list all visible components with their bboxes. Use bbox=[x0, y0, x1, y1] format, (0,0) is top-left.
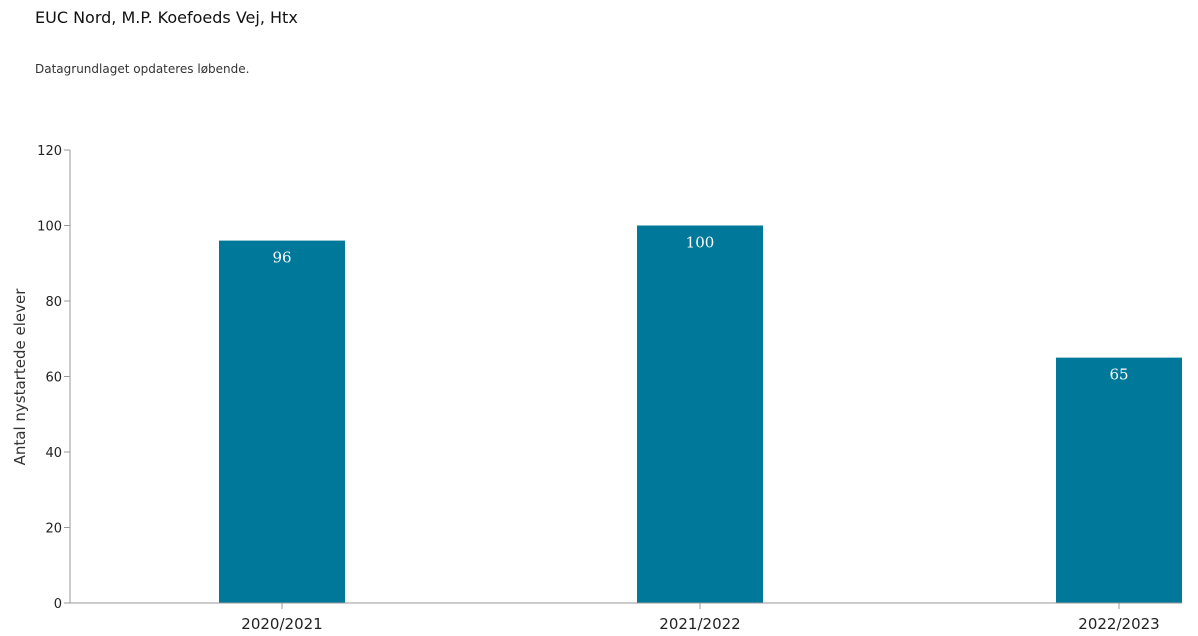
bar-data-label: 96 bbox=[272, 249, 291, 267]
x-tick-label: 2021/2022 bbox=[659, 615, 740, 633]
x-tick-label: 2022/2023 bbox=[1078, 615, 1159, 633]
x-axis: 2020/2021 2021/2022 2022/2023 bbox=[70, 602, 1182, 633]
y-tick-label: 40 bbox=[45, 446, 62, 461]
y-tick-label: 120 bbox=[37, 144, 62, 159]
bars-group: 96 100 65 bbox=[219, 225, 1182, 604]
bar[interactable] bbox=[219, 240, 345, 603]
chart-title: EUC Nord, M.P. Koefoeds Vej, Htx bbox=[35, 8, 298, 27]
y-tick-label: 60 bbox=[45, 371, 62, 386]
y-axis-title: Antal nystartede elever bbox=[11, 288, 29, 466]
y-tick-label: 20 bbox=[45, 522, 62, 537]
bar[interactable] bbox=[1056, 357, 1182, 603]
x-tick-label: 2020/2021 bbox=[241, 615, 322, 633]
y-tick-label: 0 bbox=[54, 597, 62, 612]
chart-subtitle: Datagrundlaget opdateres løbende. bbox=[35, 62, 250, 76]
y-tick-label: 100 bbox=[37, 220, 62, 235]
y-tick-label: 80 bbox=[45, 295, 62, 310]
bar-data-label: 100 bbox=[686, 234, 715, 252]
bar-data-label: 65 bbox=[1109, 366, 1128, 384]
bar[interactable] bbox=[637, 225, 763, 604]
y-axis: 0 20 40 60 80 100 120 bbox=[37, 144, 71, 612]
